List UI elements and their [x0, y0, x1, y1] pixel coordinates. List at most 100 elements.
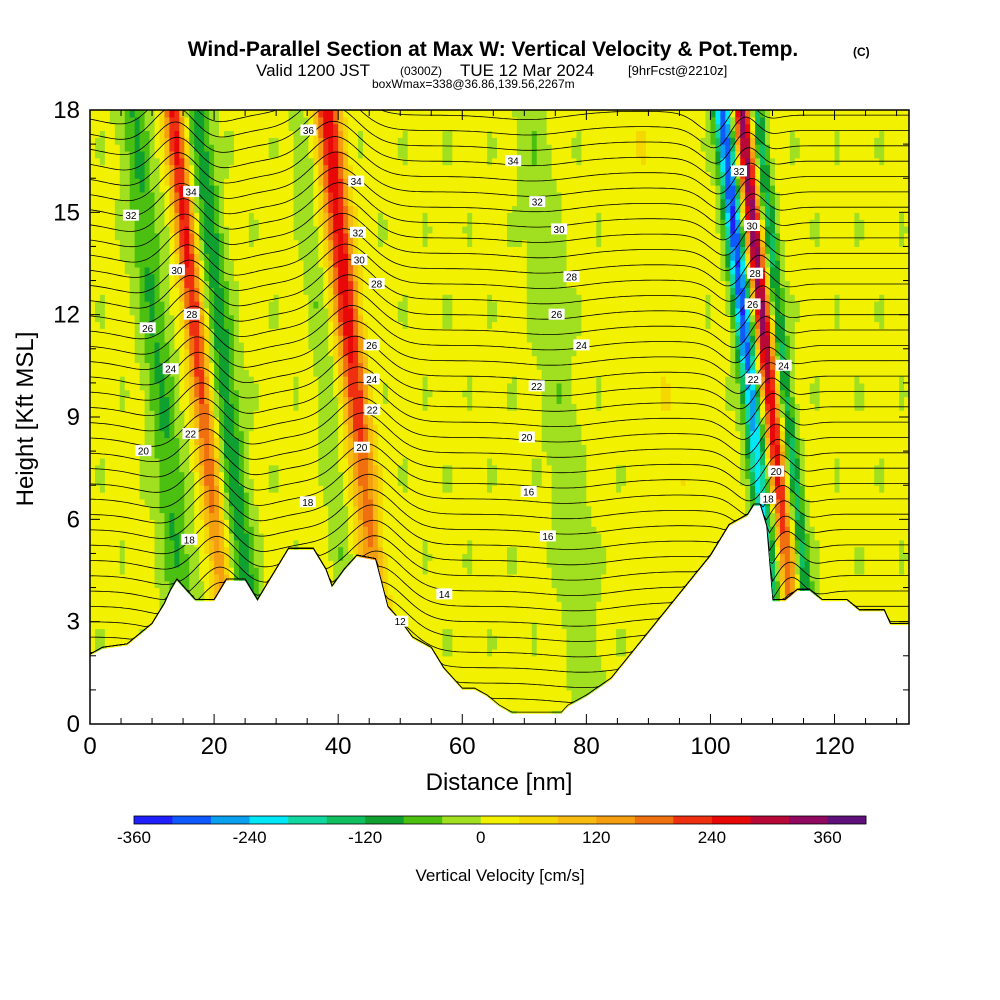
- contour-label: 24: [363, 373, 380, 386]
- colorbar-swatch: [134, 816, 173, 824]
- contour-label-text: 24: [165, 365, 177, 376]
- isentrope-line: [90, 110, 909, 149]
- contour-label-text: 32: [733, 167, 745, 178]
- isentrope-line: [90, 458, 909, 515]
- y-tick-label: 3: [67, 609, 80, 636]
- contour-label: 34: [348, 175, 365, 188]
- isentropes-layer: [90, 110, 909, 713]
- x-tick-label: 20: [201, 733, 228, 760]
- contour-label: 32: [529, 196, 546, 209]
- isentrope-line: [90, 397, 909, 456]
- contour-label-text: 14: [439, 590, 451, 601]
- isentrope-line: [90, 151, 909, 210]
- contour-label: 36: [300, 124, 317, 137]
- chart-title-mark: (C): [853, 45, 870, 59]
- isentrope-line: [90, 197, 909, 256]
- colorbar-tick-label: 0: [476, 828, 485, 847]
- contour-label: 20: [768, 465, 785, 478]
- contour-label: 30: [551, 223, 568, 236]
- contour-labels-layer: 36 34 34 34 32 32 32 32 30 30 30 30 28 28 28 28 26 26 26 26…: [122, 124, 792, 628]
- contour-label-text: 22: [367, 406, 379, 417]
- isentrope-line: [90, 427, 909, 487]
- colorbar-swatch: [673, 816, 713, 824]
- contour-label-text: 18: [302, 498, 314, 509]
- contour-label-text: 20: [521, 433, 533, 444]
- terrain-mask: [90, 505, 909, 724]
- colorbar-swatch: [326, 816, 366, 824]
- contour-label: 22: [182, 428, 199, 441]
- colorbar-tick-label: 360: [813, 828, 841, 847]
- contour-label-text: 22: [531, 382, 543, 393]
- contour-label-text: 30: [746, 222, 758, 233]
- isentrope-line: [90, 335, 909, 394]
- isentrope-line: [90, 489, 909, 539]
- chart-title: Wind-Parallel Section at Max W: Vertical…: [188, 38, 799, 61]
- contour-label: 34: [183, 185, 200, 198]
- colorbar-swatch: [711, 816, 751, 824]
- contour-label-text: 20: [771, 467, 783, 478]
- x-tick-label: 40: [325, 733, 352, 760]
- contour-label-text: 32: [125, 211, 137, 222]
- contour-label: 12: [392, 615, 409, 628]
- y-tick-label: 6: [67, 506, 80, 533]
- contour-label: 24: [775, 359, 792, 372]
- colorbar-swatch: [211, 816, 250, 824]
- subtitle-fcst: [9hrFcst@2210z]: [628, 63, 727, 78]
- contour-label: 14: [436, 588, 453, 601]
- isentrope-line: [90, 120, 909, 180]
- contour-label-text: 18: [184, 535, 196, 546]
- isentrope-line: [90, 304, 909, 364]
- isentrope-line: [90, 110, 909, 164]
- subtitle-box: boxWmax=338@36.86,139.56,2267m: [372, 77, 575, 91]
- contour-label: 30: [351, 254, 368, 267]
- contour-label: 32: [731, 165, 747, 178]
- contour-label: 16: [520, 486, 537, 499]
- colorbar-swatch: [249, 816, 289, 824]
- contour-label-text: 30: [171, 266, 183, 277]
- colorbar-tick-label: -360: [117, 828, 151, 847]
- contour-label: 30: [744, 220, 760, 233]
- contour-label: 16: [539, 530, 556, 543]
- isentrope-line: [90, 473, 909, 524]
- contour-label-text: 16: [523, 488, 535, 499]
- colorbar-label: Vertical Velocity [cm/s]: [415, 866, 584, 885]
- colorbar-swatch: [403, 816, 443, 824]
- contour-label: 26: [363, 339, 380, 352]
- isentrope-line: [90, 366, 909, 425]
- y-tick-label: 0: [67, 711, 80, 738]
- isentrope-line: [90, 136, 909, 195]
- colorbar-swatch: [596, 816, 636, 824]
- colorbar: -360 -240 -120 0 120 240 360: [117, 815, 867, 847]
- isentrope-line: [90, 350, 909, 410]
- contour-label-text: 20: [138, 447, 150, 458]
- contour-label-text: 32: [352, 228, 364, 239]
- contour-label: 30: [168, 264, 185, 277]
- contour-label-text: 20: [356, 443, 368, 454]
- plot-area: 36 34 34 34 32 32 32 32 30 30 30 30 28 28 28 28 26 26 26 26…: [90, 110, 909, 724]
- isentrope-line: [90, 289, 909, 348]
- contour-label: 26: [139, 322, 156, 335]
- isentrope-line: [90, 243, 909, 302]
- isentrope-line: [90, 110, 909, 133]
- subtitle-valid: Valid 1200 JST: [256, 61, 370, 80]
- colorbar-swatch: [750, 816, 790, 824]
- contour-label-text: 28: [566, 273, 578, 284]
- colorbar-tick-label: -240: [233, 828, 267, 847]
- contour-label: 22: [745, 373, 762, 386]
- isentrope-line: [90, 381, 909, 440]
- colorbar-swatch: [442, 816, 482, 824]
- isentrope-line: [90, 503, 909, 585]
- contour-label: 26: [744, 298, 761, 311]
- y-tick-label: 18: [53, 97, 80, 124]
- colorbar-swatch: [557, 816, 597, 824]
- contour-label-text: 28: [750, 269, 762, 280]
- contour-label-text: 24: [778, 361, 790, 372]
- contour-label-text: 18: [763, 494, 775, 505]
- contour-label: 34: [505, 155, 522, 168]
- colorbar-swatch: [480, 816, 520, 824]
- isentrope-line: [90, 166, 909, 226]
- contour-label-text: 26: [142, 324, 154, 335]
- x-tick-label: 0: [83, 733, 96, 760]
